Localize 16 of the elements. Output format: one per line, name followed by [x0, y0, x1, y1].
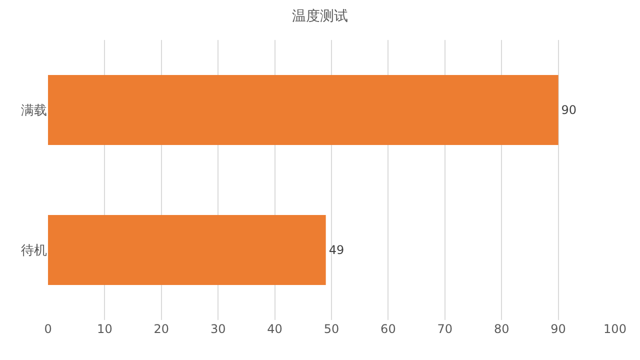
- x-tick-label: 100: [604, 322, 626, 336]
- x-tick-label: 20: [154, 322, 170, 336]
- y-tick-label: 满载: [21, 104, 47, 119]
- x-tick-label: 40: [267, 322, 282, 336]
- data-label: 49: [328, 243, 344, 257]
- x-tick-label: 80: [494, 322, 510, 336]
- x-tick-label: 30: [210, 322, 226, 336]
- x-tick-label: 50: [324, 322, 340, 336]
- data-label: 90: [561, 103, 577, 117]
- x-tick-label: 10: [97, 322, 112, 336]
- x-tick-label: 60: [380, 322, 396, 336]
- chart-title: 温度测试: [292, 8, 348, 25]
- x-tick-label: 90: [550, 322, 566, 336]
- y-tick-label: 待机: [21, 244, 47, 259]
- x-tick-label: 0: [44, 322, 52, 336]
- x-tick-label: 70: [437, 322, 453, 336]
